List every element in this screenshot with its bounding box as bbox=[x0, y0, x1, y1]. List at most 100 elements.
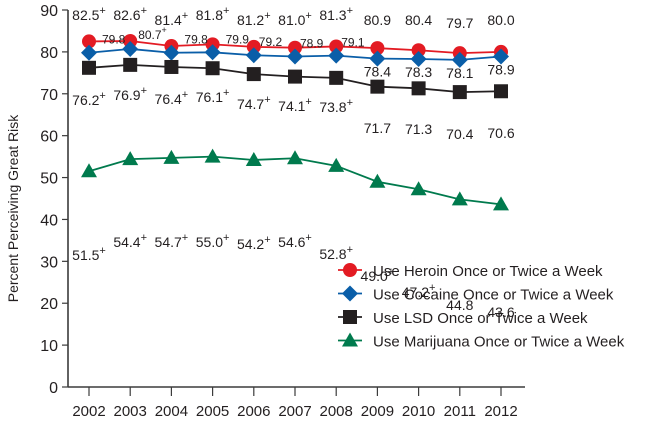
triangle-marker-icon bbox=[245, 151, 262, 166]
data-label: 54.6+ bbox=[278, 232, 312, 250]
diamond-marker-icon bbox=[493, 48, 509, 65]
data-label: 80.4 bbox=[405, 12, 432, 28]
square-marker-icon bbox=[343, 310, 357, 324]
triangle-marker-icon bbox=[410, 181, 427, 196]
data-label: 71.7 bbox=[364, 120, 391, 136]
data-label: 71.3 bbox=[405, 121, 432, 137]
data-label: 80.7+ bbox=[138, 25, 167, 42]
x-tick-label: 2012 bbox=[484, 403, 517, 420]
x-tick-label: 2002 bbox=[72, 403, 105, 420]
x-tick-label: 2007 bbox=[278, 403, 311, 420]
data-label: 54.4+ bbox=[113, 232, 147, 250]
triangle-marker-icon bbox=[493, 196, 509, 211]
data-label: 73.8+ bbox=[319, 97, 353, 115]
diamond-marker-icon bbox=[369, 50, 386, 67]
diamond-marker-icon bbox=[451, 51, 468, 68]
y-tick-label: 90 bbox=[40, 3, 58, 20]
square-marker-icon bbox=[329, 70, 344, 85]
square-marker-icon bbox=[288, 69, 302, 84]
data-label: 55.0+ bbox=[196, 232, 230, 250]
triangle-marker-icon bbox=[204, 148, 221, 163]
data-label: 81.4+ bbox=[155, 10, 189, 28]
circle-marker-icon bbox=[411, 43, 426, 58]
circle-marker-icon bbox=[370, 41, 385, 56]
data-label: 80.9 bbox=[364, 12, 391, 28]
axes: 0 10 20 30 40 50 60 70 80 90 2002 2003 2004 2005 2006 2… bbox=[5, 3, 525, 420]
series-group bbox=[81, 33, 509, 211]
circle-marker-icon bbox=[82, 34, 96, 49]
diamond-marker-icon bbox=[122, 40, 139, 57]
legend-item: Use Heroin Once or Twice a Week bbox=[338, 263, 603, 280]
legend-item: Use LSD Once or Twice a Week bbox=[338, 310, 588, 327]
triangle-marker-icon bbox=[369, 173, 386, 188]
data-label: 49.0+ bbox=[361, 266, 395, 284]
data-label: 54.7+ bbox=[155, 232, 189, 250]
circle-marker-icon bbox=[246, 39, 261, 54]
data-label: 76.1+ bbox=[196, 87, 230, 105]
data-label: 51.5+ bbox=[72, 245, 106, 263]
data-label: 54.2+ bbox=[237, 234, 271, 252]
y-tick-label: 60 bbox=[40, 129, 58, 146]
data-label: 52.8+ bbox=[319, 244, 353, 262]
data-label: 74.7+ bbox=[237, 94, 271, 112]
legend: Use Heroin Once or Twice a Week Use Cocai… bbox=[338, 263, 625, 351]
data-label: 76.4+ bbox=[155, 89, 189, 107]
data-label: 76.9+ bbox=[113, 85, 147, 103]
circle-marker-icon bbox=[329, 39, 344, 54]
y-tick-label: 30 bbox=[40, 254, 58, 271]
data-label: 70.6 bbox=[487, 125, 514, 141]
data-labels: 82.5+ 82.6+ 81.4+ 81.8+ 81.2+ 81.0+ 81.3+ 80.9 8… bbox=[72, 5, 515, 320]
data-label: 82.5+ bbox=[72, 5, 106, 23]
data-label: 76.2+ bbox=[72, 90, 106, 108]
x-tick-label: 2010 bbox=[402, 403, 435, 420]
y-tick-label: 40 bbox=[40, 212, 58, 229]
circle-marker-icon bbox=[343, 263, 357, 277]
data-label: 70.4 bbox=[446, 126, 473, 142]
square-marker-icon bbox=[494, 84, 508, 99]
x-tick-label: 2003 bbox=[114, 403, 147, 420]
data-label: 81.8+ bbox=[196, 5, 230, 23]
data-label: 44.8 bbox=[446, 297, 473, 313]
square-marker-icon bbox=[205, 61, 220, 76]
legend-item: Use Cocaine Once or Twice a Week bbox=[338, 285, 614, 304]
data-label: 43.6 bbox=[487, 304, 514, 320]
data-label: 74.1+ bbox=[278, 96, 312, 114]
triangle-marker-icon bbox=[287, 150, 303, 165]
diamond-marker-icon bbox=[342, 285, 358, 302]
triangle-marker-icon bbox=[81, 163, 97, 178]
legend-label: Use Cocaine Once or Twice a Week bbox=[373, 287, 614, 304]
y-tick-label: 10 bbox=[40, 338, 58, 355]
legend-item: Use Marijuana Once or Twice a Week bbox=[338, 332, 625, 351]
x-tick-label: 2011 bbox=[444, 403, 476, 420]
y-tick-label: 20 bbox=[40, 296, 58, 313]
diamond-marker-icon bbox=[287, 48, 303, 65]
y-tick-label: 70 bbox=[40, 87, 58, 104]
data-label: 79.2 bbox=[259, 35, 283, 49]
data-label: 79.8 bbox=[184, 33, 208, 47]
x-tick-label: 2004 bbox=[155, 403, 188, 420]
y-tick-label: 0 bbox=[49, 380, 58, 397]
square-marker-icon bbox=[123, 57, 138, 72]
legend-label: Use LSD Once or Twice a Week bbox=[373, 310, 588, 327]
x-tick-label: 2008 bbox=[320, 403, 353, 420]
x-tick-label: 2006 bbox=[237, 403, 270, 420]
triangle-marker-icon bbox=[451, 191, 468, 206]
data-label: 78.9 bbox=[487, 61, 514, 77]
x-tick-label: 2005 bbox=[196, 403, 229, 420]
data-label: 47.2+ bbox=[402, 282, 436, 300]
series-cocaine bbox=[81, 40, 509, 68]
diamond-marker-icon bbox=[410, 51, 427, 68]
data-label: 79.8 bbox=[102, 33, 126, 47]
data-label: 82.6+ bbox=[113, 5, 147, 23]
data-label: 79.7 bbox=[446, 15, 473, 31]
square-marker-icon bbox=[452, 85, 467, 100]
diamond-marker-icon bbox=[245, 47, 262, 64]
data-label: 79.1 bbox=[341, 36, 365, 50]
data-label: 78.9 bbox=[300, 36, 324, 50]
y-axis-label: Percent Perceiving Great Risk bbox=[5, 114, 21, 303]
diamond-marker-icon bbox=[328, 47, 345, 64]
square-marker-icon bbox=[411, 81, 426, 96]
diamond-marker-icon bbox=[204, 44, 221, 61]
diamond-marker-icon bbox=[163, 44, 180, 61]
